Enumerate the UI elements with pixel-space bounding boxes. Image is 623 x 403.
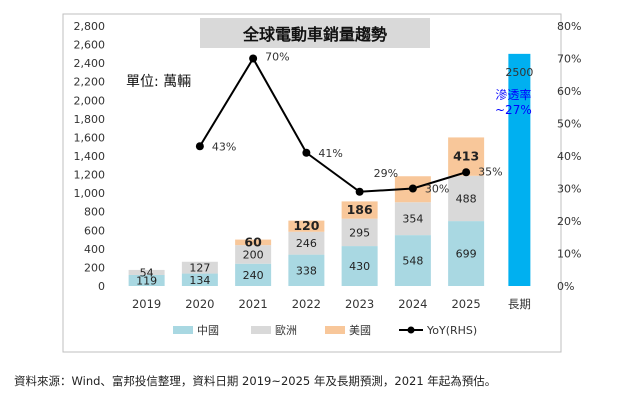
data-label: 430 bbox=[349, 260, 370, 273]
bar-segment-usa bbox=[288, 220, 325, 232]
data-label: 200 bbox=[243, 248, 264, 261]
legend-label: YoY(RHS) bbox=[426, 324, 477, 337]
y-left-tick-label: 2,600 bbox=[74, 39, 106, 52]
plot-border bbox=[62, 13, 562, 353]
yoy-point bbox=[462, 168, 471, 177]
data-label: 60 bbox=[244, 234, 262, 249]
y-left-tick-label: 600 bbox=[84, 224, 105, 237]
data-label: 119 bbox=[136, 274, 157, 287]
bar-segment-europe bbox=[448, 175, 485, 222]
yoy-label: 35% bbox=[478, 165, 502, 178]
y-right-tick-label: 20% bbox=[557, 215, 581, 228]
data-label: 295 bbox=[349, 226, 370, 239]
bar-segment-europe bbox=[288, 231, 325, 255]
bar-segment-europe bbox=[235, 245, 272, 264]
y-left-tick-label: 0 bbox=[98, 280, 105, 293]
y-left-tick-label: 1,800 bbox=[74, 113, 106, 126]
data-label: 120 bbox=[293, 218, 319, 233]
bar-segment-europe bbox=[394, 202, 431, 236]
y-left-tick-label: 1,600 bbox=[74, 131, 106, 144]
unit-label: 單位: 萬輛 bbox=[126, 74, 191, 90]
data-label: 134 bbox=[189, 274, 210, 287]
y-right-tick-label: 0% bbox=[557, 280, 574, 293]
data-label: 240 bbox=[243, 269, 264, 282]
x-tick-label: 2022 bbox=[292, 297, 321, 311]
y-left-tick-label: 400 bbox=[84, 243, 105, 256]
data-label: 413 bbox=[453, 149, 479, 164]
x-tick-label: 2021 bbox=[238, 297, 267, 311]
y-right-tick-label: 80% bbox=[557, 20, 581, 33]
bar-long-term bbox=[508, 53, 531, 286]
data-label: 246 bbox=[296, 237, 317, 250]
yoy-point bbox=[355, 187, 364, 196]
yoy-point bbox=[249, 54, 258, 63]
data-label: 127 bbox=[189, 262, 210, 275]
y-left-tick-label: 1,400 bbox=[74, 150, 106, 163]
chart-title: 全球電動車銷量趨勢 bbox=[242, 25, 387, 44]
long-term-value-label: 2500 bbox=[505, 66, 533, 79]
legend-marker bbox=[407, 326, 415, 334]
y-left-tick-label: 2,400 bbox=[74, 57, 106, 70]
yoy-label: 41% bbox=[318, 147, 342, 160]
penetration-label: 滲透率 bbox=[495, 87, 531, 102]
yoy-label: 29% bbox=[374, 167, 398, 180]
legend-swatch bbox=[173, 326, 193, 334]
legend-label: 美國 bbox=[349, 324, 371, 337]
x-tick-label: 2025 bbox=[451, 297, 480, 311]
bar-segment-usa bbox=[235, 239, 272, 246]
data-label: 488 bbox=[456, 192, 477, 205]
yoy-label: 43% bbox=[212, 140, 236, 153]
legend-label: 歐洲 bbox=[275, 323, 297, 337]
y-right-tick-label: 10% bbox=[557, 248, 581, 261]
y-left-tick-label: 1,000 bbox=[74, 187, 106, 200]
legend-label: 中國 bbox=[197, 324, 219, 337]
yoy-point bbox=[302, 148, 311, 157]
data-label: 354 bbox=[402, 213, 423, 226]
bar-segment-china bbox=[181, 273, 218, 286]
bar-segment-europe bbox=[341, 218, 378, 247]
bar-segment-china bbox=[341, 246, 378, 286]
y-right-tick-label: 30% bbox=[557, 183, 581, 196]
data-label: 548 bbox=[402, 255, 423, 268]
bar-segment-china bbox=[235, 263, 272, 286]
bar-segment-usa bbox=[341, 201, 378, 219]
y-right-tick-label: 50% bbox=[557, 118, 581, 131]
y-left-tick-label: 2,200 bbox=[74, 76, 106, 89]
yoy-point bbox=[408, 184, 417, 193]
y-left-tick-label: 2,800 bbox=[74, 20, 106, 33]
y-left-tick-label: 200 bbox=[84, 261, 105, 274]
y-right-tick-label: 60% bbox=[557, 85, 581, 98]
y-left-tick-label: 800 bbox=[84, 206, 105, 219]
bar-segment-china bbox=[288, 254, 325, 286]
x-tick-label: 2020 bbox=[185, 297, 214, 311]
penetration-label: ~27% bbox=[495, 103, 532, 117]
bar-segment-china bbox=[448, 221, 485, 286]
data-label: 699 bbox=[456, 248, 477, 261]
x-tick-label: 2024 bbox=[398, 297, 427, 311]
y-right-tick-label: 70% bbox=[557, 53, 581, 66]
bar-segment-china bbox=[394, 235, 431, 286]
yoy-label: 30% bbox=[425, 183, 449, 196]
yoy-point bbox=[195, 142, 204, 151]
legend-swatch bbox=[251, 326, 271, 334]
x-tick-label: 2019 bbox=[132, 297, 161, 311]
title-box bbox=[200, 18, 430, 48]
y-right-tick-label: 40% bbox=[557, 150, 581, 163]
data-label: 54 bbox=[140, 266, 154, 279]
x-tick-label: 長期 bbox=[508, 297, 531, 311]
bar-segment-europe bbox=[181, 261, 218, 274]
chart-content: 0 200 400 600 800 1,000 1,200 1,400 1,600 1,800 2,… bbox=[74, 18, 581, 337]
yoy-label: 70% bbox=[265, 51, 289, 64]
bar-segment-china bbox=[128, 274, 165, 286]
y-left-tick-label: 2,000 bbox=[74, 94, 106, 107]
bar-segment-europe bbox=[128, 269, 165, 275]
yoy-line bbox=[199, 56, 467, 193]
legend-swatch bbox=[325, 326, 345, 334]
source-note: 資料來源：Wind、富邦投信整理，資料日期 2019~2025 年及長期預測，2… bbox=[14, 374, 497, 388]
data-label: 186 bbox=[347, 202, 373, 217]
y-left-tick-label: 1,200 bbox=[74, 169, 106, 182]
x-tick-label: 2023 bbox=[345, 297, 374, 311]
data-label: 338 bbox=[296, 264, 317, 277]
